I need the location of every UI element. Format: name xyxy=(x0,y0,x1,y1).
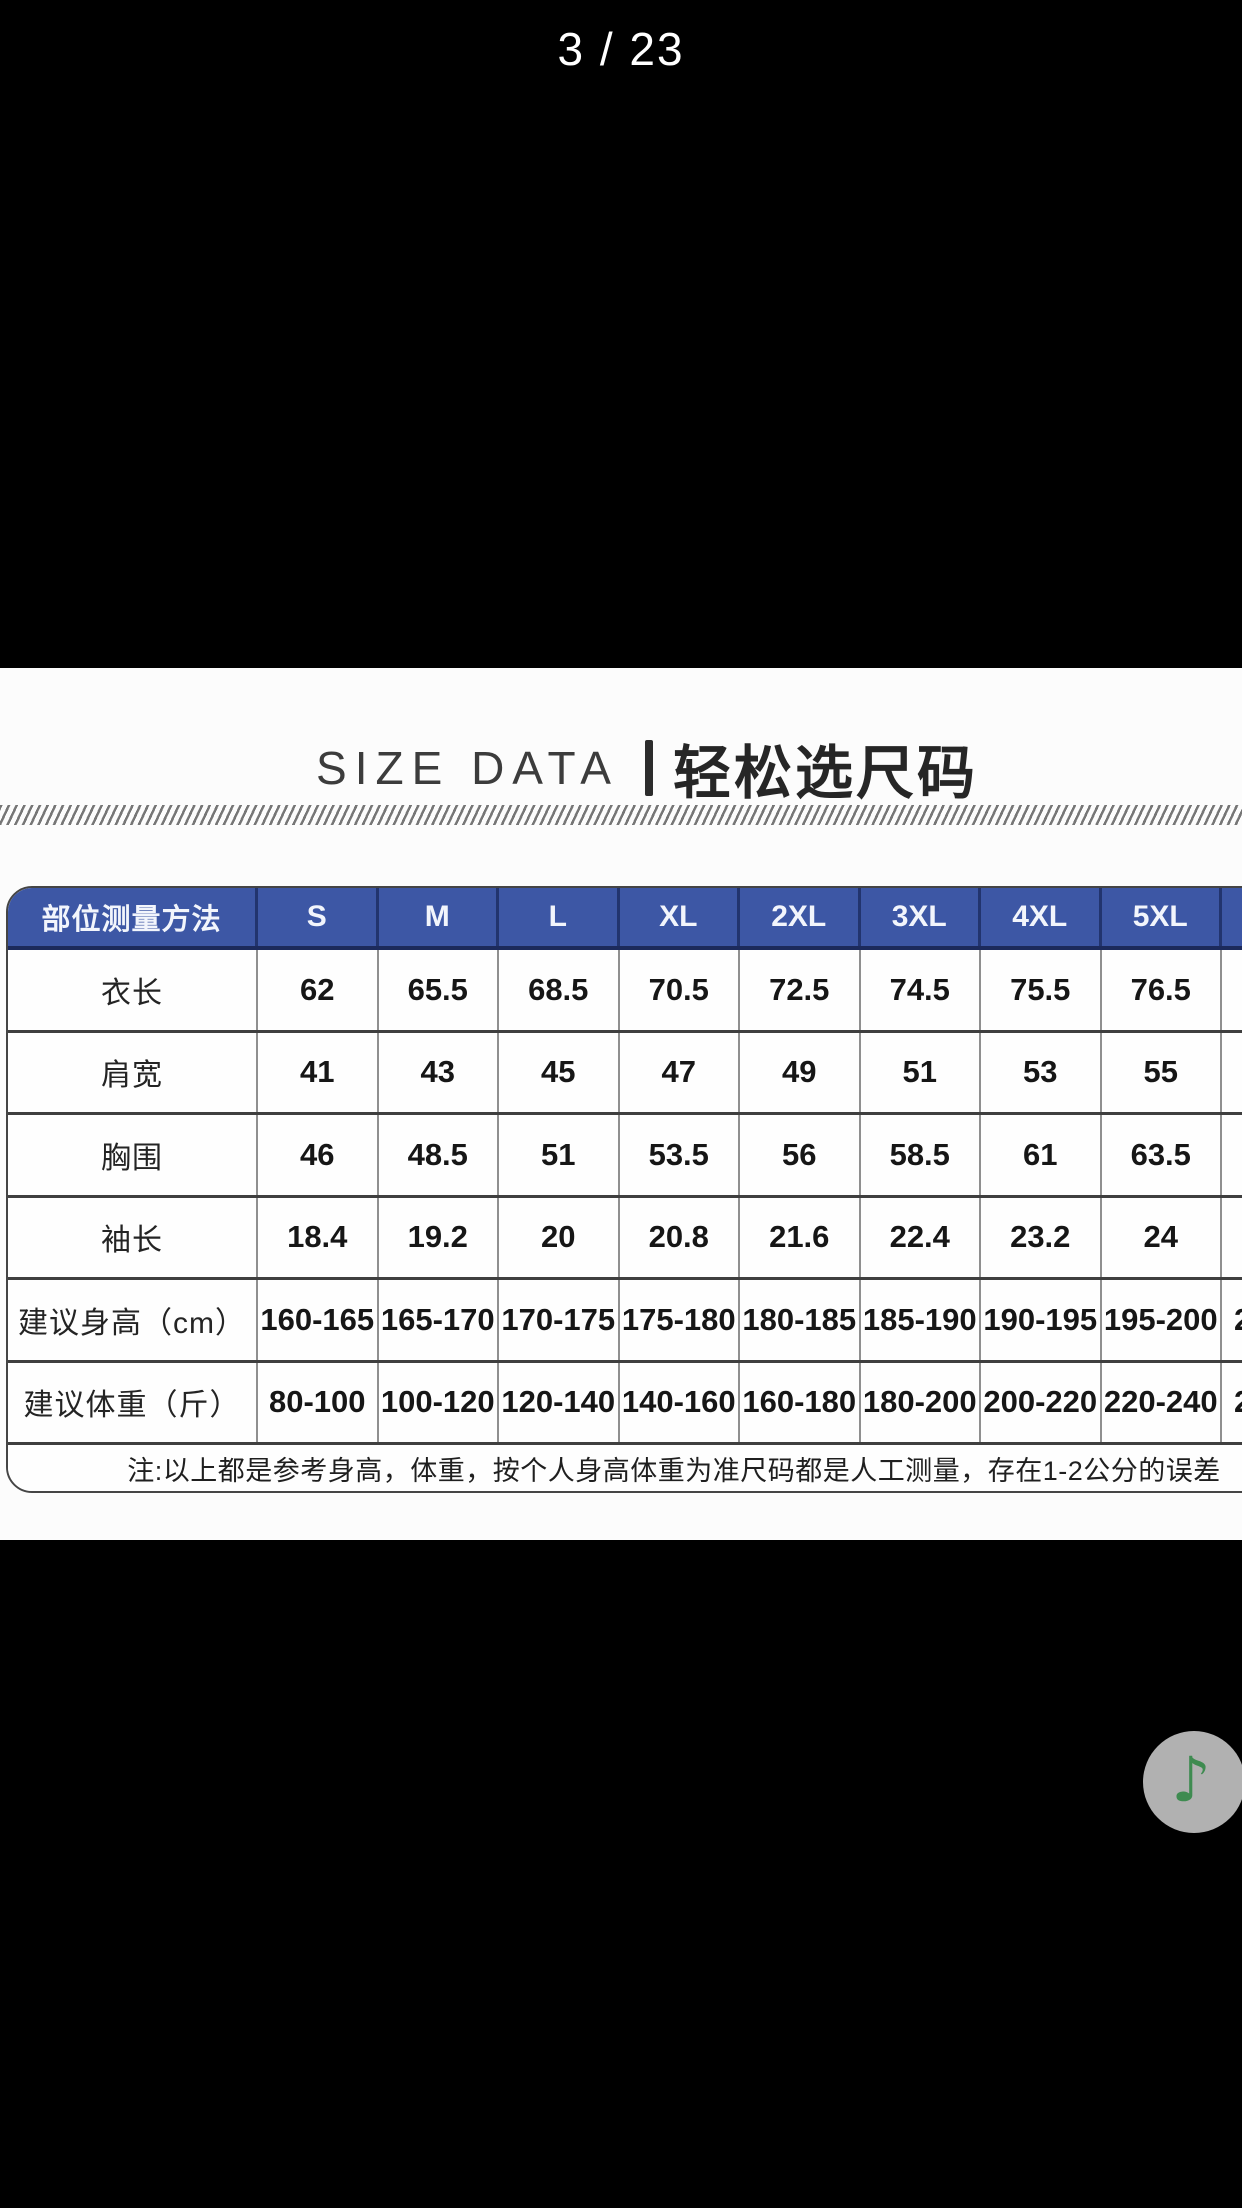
header-cell-measure-method: 部位测量方法 xyxy=(8,888,258,946)
table-cell: 53 xyxy=(981,1032,1102,1112)
table-cell: 51 xyxy=(499,1115,620,1195)
table-cell: 165-170 xyxy=(379,1280,499,1360)
row-label: 建议身高（cm） xyxy=(8,1280,258,1360)
table-cell: 175-180 xyxy=(620,1280,740,1360)
table-cell: 46 xyxy=(258,1115,379,1195)
table-cell: 68.5 xyxy=(499,950,620,1030)
table-cell: 61 xyxy=(981,1115,1102,1195)
table-cell xyxy=(1222,1198,1242,1278)
header-cell-size: 3XL xyxy=(861,888,981,946)
title-separator-bar xyxy=(644,740,653,796)
table-cell: 200-220 xyxy=(981,1362,1102,1442)
header-cell-size: 5XL xyxy=(1102,888,1222,946)
header-cell-size: S xyxy=(258,888,379,946)
table-cell: 76.5 xyxy=(1102,950,1222,1030)
table-cell: 43 xyxy=(379,1032,499,1112)
table-cell: 18.4 xyxy=(258,1197,379,1277)
table-cell: 20 xyxy=(499,1197,620,1277)
table-cell: 48.5 xyxy=(379,1115,499,1195)
table-cell: 22.4 xyxy=(861,1197,981,1277)
table-cell: 75.5 xyxy=(981,950,1102,1030)
table-cell: 63.5 xyxy=(1102,1115,1222,1195)
table-cell: 220-240 xyxy=(1102,1362,1222,1442)
table-cell xyxy=(1222,1033,1242,1113)
table-cell: 80-100 xyxy=(258,1362,379,1442)
table-cell: 160-180 xyxy=(740,1362,861,1442)
size-table: 部位测量方法 S M L XL 2XL 3XL 4XL 5XL 衣长 62 65.5 68.5 70.5… xyxy=(6,886,1242,1493)
table-cell: 160-165 xyxy=(258,1280,379,1360)
row-label: 建议体重（斤） xyxy=(8,1362,258,1442)
table-cell: 120-140 xyxy=(499,1362,620,1442)
header-cell-size: L xyxy=(499,888,620,946)
header-cell-size: M xyxy=(379,888,499,946)
table-cell xyxy=(1222,950,1242,1030)
table-cell: 185-190 xyxy=(861,1280,981,1360)
size-table-note: 注:以上都是参考身高，体重，按个人身高体重为准尺码都是人工测量，存在1-2公分的… xyxy=(8,1445,1242,1491)
table-cell: 58.5 xyxy=(861,1115,981,1195)
table-cell: 74.5 xyxy=(861,950,981,1030)
table-row: 衣长 62 65.5 68.5 70.5 72.5 74.5 75.5 76.5 xyxy=(8,950,1242,1033)
title-chinese: 轻松选尺码 xyxy=(672,741,978,806)
table-cell: 53.5 xyxy=(620,1115,740,1195)
row-label: 衣长 xyxy=(8,950,258,1030)
table-cell xyxy=(1222,1115,1242,1195)
table-cell: 24 xyxy=(1102,1197,1222,1277)
row-label: 袖长 xyxy=(8,1197,258,1277)
table-row: 胸围 46 48.5 51 53.5 56 58.5 61 63.5 xyxy=(8,1115,1242,1198)
table-cell: 70.5 xyxy=(620,950,740,1030)
table-cell: 190-195 xyxy=(981,1280,1102,1360)
table-row: 肩宽 41 43 45 47 49 51 53 55 xyxy=(8,1032,1242,1115)
header-cell-size xyxy=(1222,888,1242,946)
table-cell: 23.2 xyxy=(981,1197,1102,1277)
table-cell: 195-200 xyxy=(1102,1280,1222,1360)
table-row: 袖长 18.4 19.2 20 20.8 21.6 22.4 23.2 24 xyxy=(8,1197,1242,1280)
table-cell: 140-160 xyxy=(620,1362,740,1442)
size-table-header-row: 部位测量方法 S M L XL 2XL 3XL 4XL 5XL xyxy=(8,888,1242,950)
table-cell: 24 xyxy=(1222,1363,1242,1443)
size-table-body: 衣长 62 65.5 68.5 70.5 72.5 74.5 75.5 76.5 肩宽 41 43 45… xyxy=(8,950,1242,1445)
table-cell: 41 xyxy=(258,1032,379,1112)
image-pagination-counter: 3 / 23 xyxy=(557,23,685,75)
title-english: SIZE DATA xyxy=(316,742,619,794)
table-cell: 65.5 xyxy=(379,950,499,1030)
table-cell: 47 xyxy=(620,1032,740,1112)
music-toggle-button[interactable]: ♪ xyxy=(1143,1731,1242,1833)
table-row: 建议体重（斤） 80-100 100-120 120-140 140-160 160-18… xyxy=(8,1362,1242,1445)
header-cell-size: XL xyxy=(620,888,740,946)
table-cell: 19.2 xyxy=(379,1197,499,1277)
table-cell: 100-120 xyxy=(379,1362,499,1442)
table-cell: 21.6 xyxy=(740,1197,861,1277)
table-cell: 72.5 xyxy=(740,950,861,1030)
table-cell: 170-175 xyxy=(499,1280,620,1360)
header-cell-size: 4XL xyxy=(981,888,1102,946)
table-row: 建议身高（cm） 160-165 165-170 170-175 175-180 180-… xyxy=(8,1280,1242,1363)
table-cell: 55 xyxy=(1102,1032,1222,1112)
row-label: 胸围 xyxy=(8,1115,258,1195)
table-cell: 20 xyxy=(1222,1280,1242,1360)
product-image-size-chart[interactable]: SIZE DATA 轻松选尺码 部位测量方法 S M L XL 2XL 3XL 4XL 5XL … xyxy=(0,668,1242,1540)
music-note-icon: ♪ xyxy=(1171,1742,1211,1816)
table-cell: 62 xyxy=(258,950,379,1030)
table-cell: 180-185 xyxy=(740,1280,861,1360)
table-cell: 45 xyxy=(499,1032,620,1112)
table-cell: 51 xyxy=(861,1032,981,1112)
size-chart-title: SIZE DATA 轻松选尺码 xyxy=(26,728,1242,808)
header-cell-size: 2XL xyxy=(740,888,861,946)
row-label: 肩宽 xyxy=(8,1032,258,1112)
table-cell: 49 xyxy=(740,1032,861,1112)
table-cell: 20.8 xyxy=(620,1197,740,1277)
hatched-divider xyxy=(0,805,1242,825)
table-cell: 180-200 xyxy=(861,1362,981,1442)
table-cell: 56 xyxy=(740,1115,861,1195)
